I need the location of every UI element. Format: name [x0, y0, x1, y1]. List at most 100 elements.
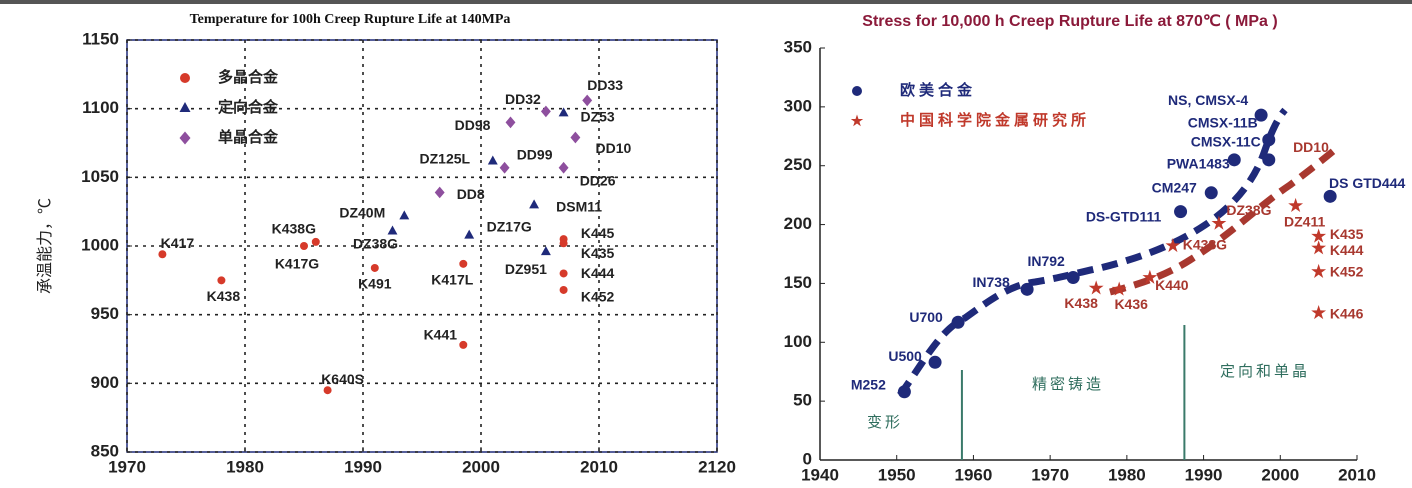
x-tick-label: 2120 [698, 457, 736, 476]
x-tick-label: 1980 [226, 457, 264, 476]
y-tick-label: 1000 [81, 235, 119, 254]
point [559, 269, 568, 278]
point-label: DD32 [505, 91, 541, 107]
point-label: CMSX-11B [1188, 115, 1258, 131]
y-tick-label: 950 [91, 304, 119, 323]
point-label: K435 [581, 245, 615, 261]
region-label: 定向和单晶 [1220, 362, 1310, 380]
point-label: DZ53 [580, 108, 614, 124]
point-label: PWA1483 [1167, 156, 1230, 172]
point-label: K417L [431, 272, 473, 288]
x-tick-label: 1960 [955, 465, 993, 484]
point-label: K438G [272, 221, 316, 237]
x-tick-label: 2010 [580, 457, 618, 476]
point-label: K640S [321, 371, 364, 387]
point [399, 210, 410, 220]
y-tick-label: 100 [784, 332, 812, 351]
x-tick-label: 2010 [1338, 465, 1376, 484]
point-label: CM247 [1152, 179, 1197, 195]
point [1262, 153, 1276, 167]
point [158, 250, 167, 259]
legend-label: 中国科学院金属研究所 [900, 111, 1090, 129]
point-label: K491 [358, 276, 392, 292]
point [300, 242, 308, 250]
point [1204, 186, 1218, 200]
y-tick-label: 350 [784, 37, 812, 56]
point-label: K417 [161, 235, 195, 251]
point [928, 355, 942, 369]
point [570, 131, 581, 144]
point-label: DD10 [596, 140, 632, 156]
point-label: K440 [1155, 277, 1189, 293]
point [1165, 237, 1181, 253]
point [499, 161, 510, 174]
trend-line [897, 107, 1288, 398]
point-label: K445 [581, 225, 615, 241]
region-label: 变形 [867, 413, 903, 431]
point [1111, 281, 1127, 296]
point-label: DD26 [580, 172, 616, 188]
point-label: IN792 [1027, 253, 1065, 269]
point [1066, 271, 1080, 285]
point [558, 161, 569, 174]
point-label: DD33 [587, 77, 623, 93]
point [1142, 269, 1158, 284]
point [540, 246, 551, 256]
point-label: DSM11 [556, 199, 602, 215]
point-label: K438 [207, 288, 241, 304]
legend-marker [179, 131, 191, 145]
y-tick-label: 300 [784, 96, 812, 115]
point [459, 340, 468, 349]
x-tick-label: 1990 [344, 457, 382, 476]
legend-label: 多晶合金 [218, 68, 279, 86]
y-tick-label: 1100 [82, 98, 119, 117]
legend-marker [850, 114, 864, 127]
region-label: 精密铸造 [1032, 375, 1104, 393]
x-tick-label: 1950 [878, 465, 916, 484]
point-label: DD8 [457, 186, 485, 202]
point-label: DD98 [455, 117, 491, 133]
point-label: NS, CMSX-4 [1168, 92, 1248, 108]
point-label: DS-GTD111 [1086, 208, 1162, 224]
point [951, 315, 965, 329]
point [1174, 205, 1188, 219]
point [311, 237, 320, 246]
y-tick-label: 150 [784, 273, 812, 292]
legend-label: 欧美合金 [900, 81, 976, 99]
point-label: M252 [851, 376, 886, 392]
x-tick-label: 2000 [462, 457, 500, 476]
point-label: K441 [424, 327, 458, 343]
point-label: K452 [1330, 263, 1364, 279]
point [1311, 263, 1327, 278]
point [1020, 282, 1034, 296]
point-label: DD99 [517, 146, 553, 162]
legend-marker [180, 73, 190, 83]
point [1211, 215, 1227, 230]
point-label: U500 [888, 348, 922, 364]
point [459, 259, 468, 268]
point [1311, 240, 1327, 255]
point [559, 239, 568, 248]
point [529, 199, 540, 209]
point-label: K436 [1114, 296, 1148, 312]
point [1323, 189, 1337, 203]
point-label: DZ411 [1284, 213, 1325, 229]
point [464, 229, 475, 239]
y-tick-label: 250 [784, 155, 812, 174]
point-label: DZ38G [353, 236, 398, 252]
point-label: DZ38G [1226, 202, 1271, 218]
point [217, 276, 226, 285]
y-tick-label: 0 [803, 449, 812, 468]
top-bar [0, 0, 1412, 4]
legend-label: 单晶合金 [218, 128, 279, 146]
trend-line [1109, 145, 1340, 296]
point-label: K446 [1330, 306, 1364, 322]
y-tick-label: 200 [784, 214, 812, 233]
point-label: DZ40M [339, 204, 385, 220]
legend-label: 定向合金 [218, 98, 279, 116]
y-tick-label: 900 [91, 373, 119, 392]
point [1311, 305, 1327, 320]
point-label: DS GTD444 [1329, 175, 1405, 191]
y-tick-label: 1050 [81, 167, 119, 186]
point [1254, 108, 1268, 122]
